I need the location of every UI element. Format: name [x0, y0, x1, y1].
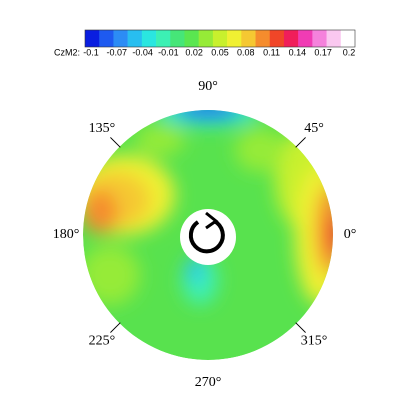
colorbar-swatch — [113, 30, 128, 47]
angle-label: 315° — [301, 333, 328, 348]
colorbar-tick-label: -0.01 — [158, 47, 179, 57]
colorbar-swatch — [99, 30, 114, 47]
colorbar-swatch — [283, 30, 299, 47]
colorbar-swatch — [170, 30, 185, 47]
colorbar-label: CzM2: — [54, 47, 80, 57]
colorbar-tick-label: -0.07 — [107, 47, 128, 57]
angle-tick — [110, 137, 121, 148]
colorbar: CzM2: -0.1 -0.07 -0.04 -0.01 0.02 0.05 0.08 0.1… — [54, 29, 356, 57]
colorbar-tick-label: 0.02 — [185, 47, 203, 57]
colorbar-frame — [84, 29, 356, 48]
colorbar-tick-label: 0.05 — [211, 47, 229, 57]
colorbar-swatch — [326, 30, 342, 47]
contour-field — [83, 110, 333, 360]
colorbar-tick-label: 0.14 — [289, 47, 307, 57]
angle-label: 135° — [89, 121, 116, 136]
colorbar-swatch — [298, 30, 313, 47]
colorbar-swatch — [340, 30, 356, 47]
colorbar-swatch — [198, 30, 214, 47]
colorbar-tick-label: 0.08 — [237, 47, 255, 57]
colorbar-swatch — [227, 30, 242, 47]
colorbar-swatch — [127, 30, 143, 47]
colorbar-swatch — [212, 30, 228, 47]
colorbar-tick-label: 0.2 — [343, 47, 356, 57]
colorbar-swatch — [156, 30, 171, 47]
angle-label: 0° — [344, 227, 357, 242]
colorbar-swatch — [255, 30, 271, 47]
colorbar-swatch — [184, 30, 199, 47]
colorbar-swatch — [85, 30, 100, 47]
angle-tick — [110, 322, 121, 333]
angle-label: 225° — [89, 333, 116, 348]
colorbar-tick-label: -0.1 — [83, 47, 99, 57]
colorbar-swatch — [312, 30, 327, 47]
colorbar-swatch — [269, 30, 285, 47]
angle-labels: 90° 45° 0° 315° 270° 225° 180° 135° — [53, 79, 357, 390]
rotation-arrow — [188, 211, 225, 254]
angle-tick — [295, 137, 306, 148]
colorbar-tick-label: 0.17 — [314, 47, 332, 57]
colorbar-tick-label: 0.11 — [263, 47, 280, 57]
colorbar-swatch — [241, 30, 256, 47]
angle-label: 180° — [53, 227, 80, 242]
colorbar-tick-label: -0.04 — [132, 47, 153, 57]
angle-label: 270° — [195, 375, 222, 390]
angle-label: 90° — [198, 79, 218, 94]
colorbar-swatch — [141, 30, 157, 47]
angle-tick — [295, 322, 306, 333]
angle-label: 45° — [304, 121, 324, 136]
hub — [180, 209, 236, 265]
